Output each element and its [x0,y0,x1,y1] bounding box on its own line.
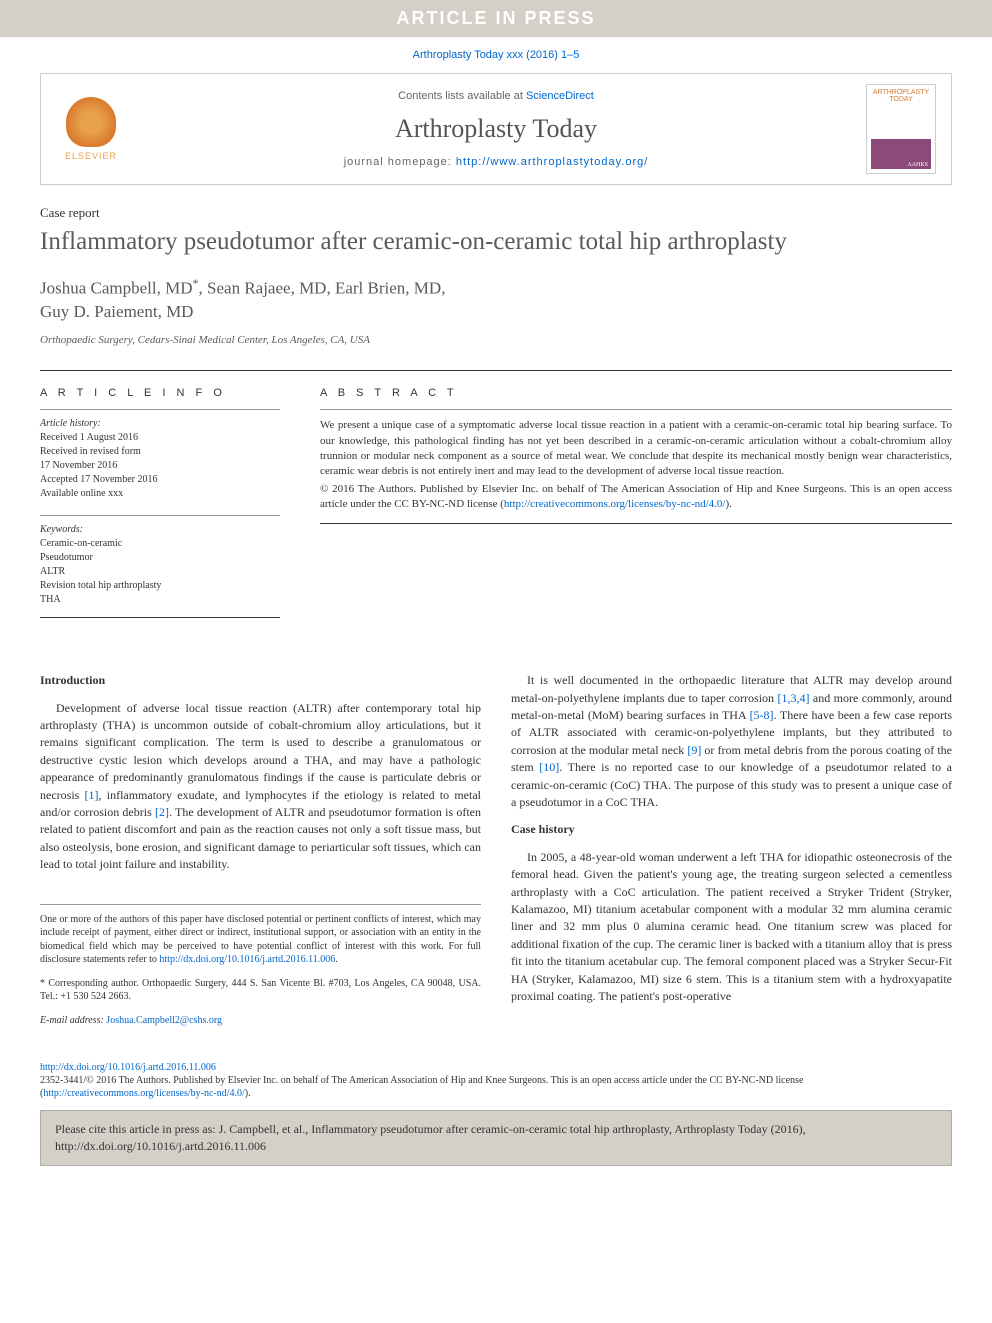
kw2: Pseudotumor [40,551,280,565]
col2-paragraph1: It is well documented in the orthopaedic… [511,672,952,811]
email-label: E-mail address: [40,1015,106,1026]
elsevier-tree-icon [66,97,116,147]
journal-name: Arthroplasty Today [126,114,866,144]
copyright-close: ). [726,498,732,510]
intro-p1a: Development of adverse local tissue reac… [40,701,481,802]
doi-footer: http://dx.doi.org/10.1016/j.artd.2016.11… [40,1061,952,1100]
c2p1e: . There is no reported case to our knowl… [511,760,952,809]
revised-line2: 17 November 2016 [40,459,280,473]
case-paragraph: In 2005, a 48-year-old woman underwent a… [511,849,952,1006]
doi-link[interactable]: http://dx.doi.org/10.1016/j.artd.2016.11… [40,1062,216,1073]
cover-title: ARTHROPLASTY TODAY [871,89,931,103]
issn-license-link[interactable]: http://creativecommons.org/licenses/by-n… [43,1088,244,1099]
history-head: Article history: [40,418,280,429]
authors-rest-line1: , Sean Rajaee, MD, Earl Brien, MD, [199,279,446,298]
kw4: Revision total hip arthroplasty [40,579,280,593]
affiliation: Orthopaedic Surgery, Cedars-Sinai Medica… [40,334,952,346]
column-right: It is well documented in the orthopaedic… [511,672,952,1027]
journal-masthead: ELSEVIER Contents lists available at Sci… [40,73,952,185]
coi-link[interactable]: http://dx.doi.org/10.1016/j.artd.2016.11… [159,954,335,965]
elsevier-label: ELSEVIER [65,151,117,161]
article-type: Case report [40,205,952,221]
citation-header: Arthroplasty Today xxx (2016) 1–5 [0,37,992,73]
abstract-body: We present a unique case of a symptomati… [320,409,952,523]
author-line2: Guy D. Paiement, MD [40,302,193,321]
ref-134[interactable]: [1,3,4] [777,691,809,705]
kw5: THA [40,593,280,607]
corresponding-footnote: * Corresponding author. Orthopaedic Surg… [40,977,481,1004]
abstract-header: A B S T R A C T [320,387,952,399]
journal-cover-thumbnail: ARTHROPLASTY TODAY AAHKS [866,84,936,174]
case-history-heading: Case history [511,821,952,838]
license-link[interactable]: http://creativecommons.org/licenses/by-n… [504,498,726,510]
email-footnote: E-mail address: Joshua.Campbell2@cshs.or… [40,1014,481,1028]
ref-2[interactable]: [2] [155,805,169,819]
body-columns: Introduction Development of adverse loca… [40,672,952,1027]
homepage-link[interactable]: http://www.arthroplastytoday.org/ [456,156,648,168]
ref-58[interactable]: [5-8] [750,708,774,722]
article-in-press-banner: ARTICLE IN PRESS [0,0,992,37]
contents-line: Contents lists available at ScienceDirec… [126,90,866,102]
contents-prefix: Contents lists available at [398,90,526,102]
authors: Joshua Campbell, MD*, Sean Rajaee, MD, E… [40,275,952,324]
article-info: A R T I C L E I N F O Article history: R… [40,387,280,632]
history-block: Article history: Received 1 August 2016 … [40,409,280,501]
coi-footnote: One or more of the authors of this paper… [40,913,481,967]
copyright-text: © 2016 The Authors. Published by Elsevie… [320,482,952,513]
intro-paragraph: Development of adverse local tissue reac… [40,700,481,874]
homepage-prefix: journal homepage: [344,156,456,168]
issn-close: ). [245,1088,251,1099]
cite-box: Please cite this article in press as: J.… [40,1110,952,1166]
abstract-block: A B S T R A C T We present a unique case… [320,387,952,632]
article-title: Inflammatory pseudotumor after ceramic-o… [40,227,952,257]
abstract-text: We present a unique case of a symptomati… [320,419,952,477]
footnotes: One or more of the authors of this paper… [40,904,481,1028]
author-1: Joshua Campbell, MD [40,279,193,298]
kw3: ALTR [40,565,280,579]
coi-period: . [335,954,338,965]
received-line: Received 1 August 2016 [40,431,280,445]
article-info-header: A R T I C L E I N F O [40,387,280,399]
keywords-head: Keywords: [40,524,280,535]
ref-9[interactable]: [9] [687,743,701,757]
kw1: Ceramic-on-ceramic [40,537,280,551]
cover-footer: AAHKS [871,161,931,169]
ref-10[interactable]: [10] [539,760,559,774]
available-line: Available online xxx [40,487,280,501]
revised-line1: Received in revised form [40,445,280,459]
info-abstract-row: A R T I C L E I N F O Article history: R… [40,370,952,632]
content-area: Case report Inflammatory pseudotumor aft… [0,185,992,1047]
homepage-line: journal homepage: http://www.arthroplast… [126,156,866,168]
introduction-heading: Introduction [40,672,481,689]
sciencedirect-link[interactable]: ScienceDirect [526,90,594,102]
elsevier-logo: ELSEVIER [56,89,126,169]
column-left: Introduction Development of adverse loca… [40,672,481,1027]
keywords-block: Keywords: Ceramic-on-ceramic Pseudotumor… [40,515,280,618]
cover-band [871,139,931,161]
ref-1[interactable]: [1] [85,788,99,802]
accepted-line: Accepted 17 November 2016 [40,473,280,487]
email-link[interactable]: Joshua.Campbell2@cshs.org [106,1015,222,1026]
masthead-center: Contents lists available at ScienceDirec… [126,90,866,168]
